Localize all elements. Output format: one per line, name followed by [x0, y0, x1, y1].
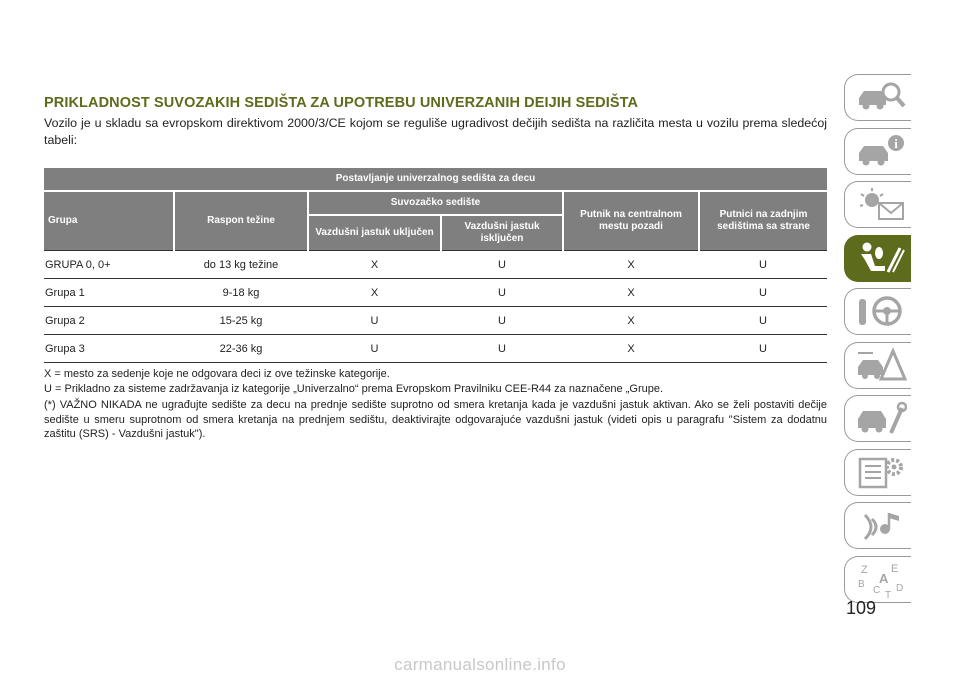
cell-rear-center: X	[563, 334, 699, 363]
car-search-icon	[859, 82, 906, 110]
table-row: GRUPA 0, 0+ do 13 kg težine X U X U	[44, 250, 827, 279]
svg-text:A: A	[879, 571, 889, 586]
header-airbag-on: Vazdušni jastuk uključen	[307, 214, 441, 251]
chapter-sidebar: i	[844, 74, 916, 609]
header-airbag-off: Vazdušni jastuk isključen	[440, 214, 563, 251]
cell-rear-center: X	[563, 306, 699, 335]
cell-rear-center: X	[563, 278, 699, 307]
tab-maintenance[interactable]	[844, 395, 911, 442]
cell-weight: 9-18 kg	[174, 278, 308, 307]
cell-weight: do 13 kg težine	[174, 250, 308, 279]
header-passenger-seat: Suvozačko sedište	[307, 190, 563, 215]
header-rear-side: Putnici na zadnjim sedištima sa strane	[698, 190, 827, 251]
multimedia-music-icon	[863, 513, 899, 541]
cell-rear-side: U	[699, 334, 827, 363]
cell-weight: 22-36 kg	[174, 334, 308, 363]
table-row: Grupa 1 9-18 kg X U X U	[44, 278, 827, 307]
table-notes: X = mesto za sedenje koje ne odgovara de…	[44, 367, 827, 442]
steering-wheel-icon	[859, 296, 902, 326]
svg-text:C: C	[873, 585, 880, 596]
header-group: Grupa	[44, 190, 174, 251]
svg-text:Z: Z	[861, 564, 868, 576]
watermark: carmanualsonline.info	[394, 655, 566, 674]
svg-text:D: D	[896, 583, 903, 594]
note-u: U = Prikladno za sisteme zadržavanja iz …	[44, 382, 664, 395]
svg-text:B: B	[858, 579, 865, 590]
cell-airbag-on: X	[308, 278, 441, 307]
cell-airbag-on: X	[308, 250, 441, 279]
cell-weight: 15-25 kg	[174, 306, 308, 335]
cell-group: GRUPA 0, 0+	[44, 250, 174, 279]
tab-steering[interactable]	[844, 288, 911, 335]
cell-rear-side: U	[699, 250, 827, 279]
cell-group: Grupa 2	[44, 306, 174, 335]
cell-group: Grupa 3	[44, 334, 174, 363]
svg-text:i: i	[894, 136, 898, 151]
table-top-header: Postavljanje univerzalnog sedišta za dec…	[44, 168, 827, 191]
table-row: Grupa 3 22-36 kg U U X U	[44, 334, 827, 363]
svg-text:E: E	[891, 563, 898, 575]
table-row: Grupa 2 15-25 kg U U X U	[44, 306, 827, 335]
tab-multimedia[interactable]	[844, 502, 911, 549]
cell-airbag-off: U	[441, 306, 563, 335]
header-weight: Raspon težine	[173, 190, 308, 251]
section-heading: PRIKLADNOST SUVOZAKIH SEDIŠTA ZA UPOTREB…	[44, 95, 639, 111]
cell-airbag-off: U	[441, 250, 563, 279]
svg-text:T: T	[885, 590, 891, 598]
seat-airbag-icon	[861, 242, 905, 273]
header-rear-center: Putnik na centralnom mestu pozadi	[562, 190, 699, 251]
cell-rear-center: X	[563, 250, 699, 279]
page-number: 109	[846, 598, 877, 618]
car-warning-triangle-icon	[858, 346, 907, 380]
tab-emergency[interactable]	[844, 341, 911, 389]
note-x: X = mesto za sedenje koje ne odgovara de…	[44, 368, 390, 380]
tab-seat-airbag[interactable]	[844, 234, 911, 282]
intro-paragraph: Vozilo je u skladu sa evropskom direktiv…	[44, 116, 827, 147]
alphabet-index-icon: Z E A B C D T	[858, 563, 903, 598]
cell-group: Grupa 1	[44, 278, 174, 307]
cell-airbag-off: U	[441, 334, 563, 363]
cell-rear-side: U	[699, 306, 827, 335]
tab-car-search[interactable]	[844, 74, 911, 121]
car-wrench-icon	[858, 401, 907, 434]
tab-warning-lights[interactable]	[844, 181, 911, 228]
note-warning: (*) VAŽNO NIKADA ne ugrađujte sedište za…	[44, 399, 827, 440]
warning-light-mail-icon	[859, 188, 904, 220]
spec-sheet-gear-icon	[858, 457, 903, 488]
cell-airbag-off: U	[441, 278, 563, 307]
cell-rear-side: U	[699, 278, 827, 307]
child-seat-table: Postavljanje univerzalnog sedišta za dec…	[44, 168, 827, 363]
tab-car-info[interactable]: i	[844, 127, 911, 175]
tab-index[interactable]: Z E A B C D T	[844, 555, 911, 603]
tab-specifications[interactable]	[844, 448, 911, 496]
cell-airbag-on: U	[308, 334, 441, 363]
cell-airbag-on: U	[308, 306, 441, 335]
car-info-icon: i	[859, 134, 904, 165]
